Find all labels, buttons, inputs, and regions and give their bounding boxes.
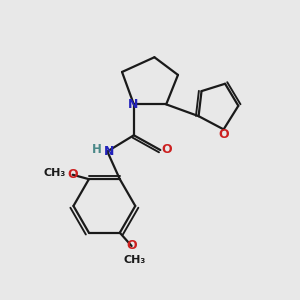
Text: H: H — [92, 143, 102, 156]
Text: O: O — [126, 239, 137, 253]
Text: CH₃: CH₃ — [123, 255, 146, 265]
Text: N: N — [103, 145, 114, 158]
Text: O: O — [68, 168, 78, 181]
Text: O: O — [218, 128, 229, 141]
Text: O: O — [161, 143, 172, 157]
Text: CH₃: CH₃ — [44, 168, 66, 178]
Text: N: N — [128, 98, 138, 111]
